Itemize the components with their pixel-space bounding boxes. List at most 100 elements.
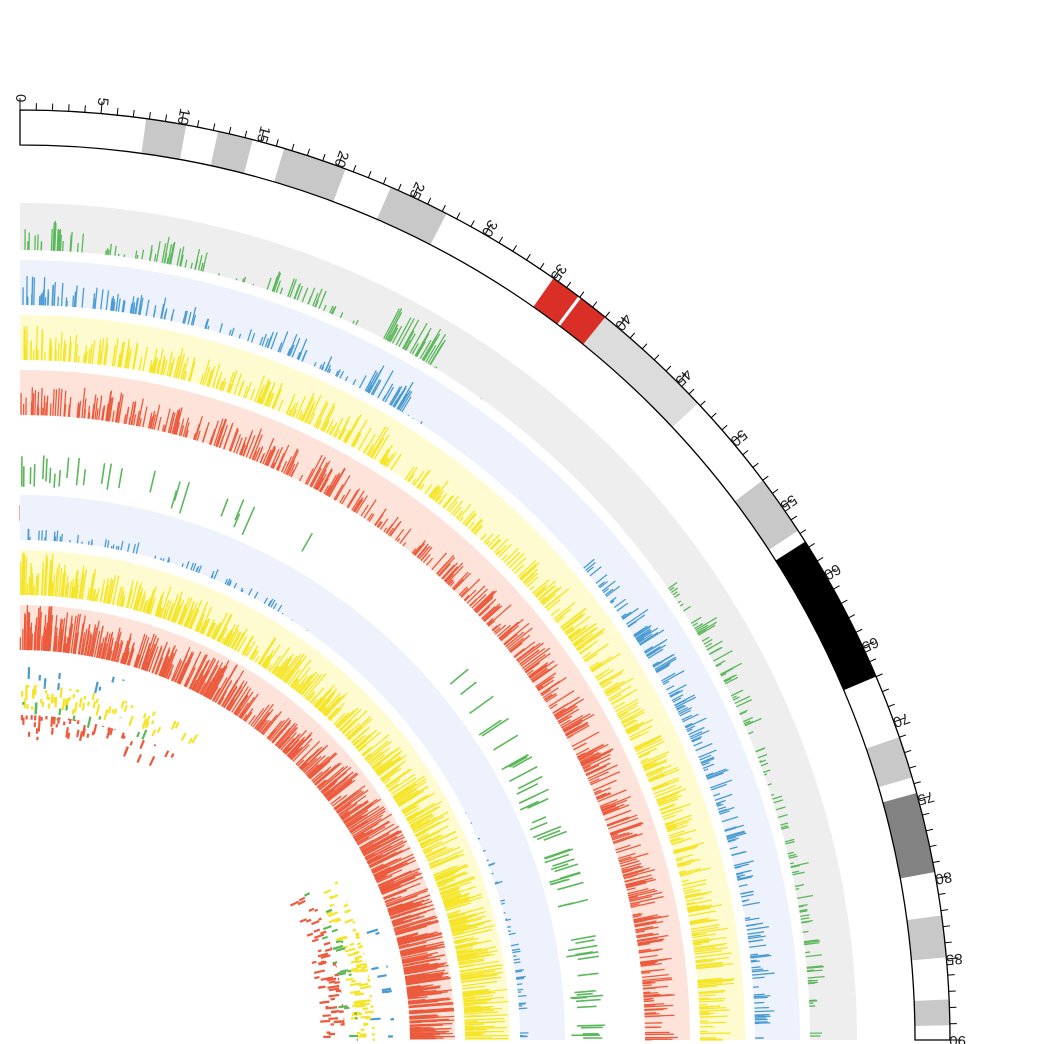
histogram-bar [118,350,123,368]
histogram-bar [684,892,701,898]
histogram-bar [464,512,476,527]
histogram-bar [120,341,126,368]
histogram-bar [115,639,123,663]
histogram-bar [585,762,611,776]
histogram-bar [152,305,157,318]
histogram-bar [562,613,586,631]
histogram-bar [409,1016,424,1019]
histogram-bar [117,546,120,550]
histogram-bar [329,707,342,721]
ideogram-band-gpos25 [274,148,346,202]
histogram-bar [309,760,331,780]
histogram-bar [524,572,539,586]
scatter-mark [120,732,125,739]
histogram-bar [415,825,436,837]
histogram-bar [40,329,44,361]
scatter-mark [103,709,109,721]
histogram-bar [52,388,55,416]
histogram-bar [382,458,388,466]
histogram-bar [800,914,810,917]
histogram-bar [396,792,414,805]
histogram-bar [584,653,598,663]
histogram-bar [227,383,232,393]
histogram-bar [646,770,663,778]
histogram-bar [486,617,494,625]
histogram-bar [700,757,715,765]
minor-tick [164,114,168,122]
histogram-bar [499,630,513,641]
major-tick [893,717,906,723]
histogram-bar [451,571,469,590]
histogram-bar [781,826,790,830]
histogram-bar [270,461,275,468]
histogram-bar [160,358,166,376]
histogram-bar [315,402,329,429]
histogram-bar [693,943,702,947]
scatter-mark [332,944,344,950]
scatter-mark [34,702,38,714]
histogram-bar [277,464,282,471]
segment-mark [576,1005,597,1009]
histogram-bar [429,854,460,868]
histogram-bar [638,948,651,952]
scatter-mark [43,678,47,689]
histogram-bar [100,648,105,659]
histogram-bar [487,534,500,548]
histogram-bar [541,586,563,605]
histogram-bar [302,673,323,698]
histogram-bar [487,620,496,627]
histogram-bar [460,971,502,979]
histogram-bar [329,305,334,314]
scatter-mark [145,715,151,725]
histogram-bar [382,882,421,899]
histogram-bar [622,867,650,876]
major-tick [617,318,626,328]
histogram-bar [105,577,113,604]
segment-mark [58,469,62,487]
histogram-bar [449,916,473,924]
minor-tick [212,123,216,131]
histogram-bar [250,332,256,343]
histogram-bar [353,734,367,747]
histogram-bar [417,483,422,489]
histogram-bar [208,666,228,700]
scatter-mark [122,735,126,740]
histogram-bar [448,501,458,513]
histogram-bar [692,936,727,943]
histogram-bar [715,663,722,668]
histogram-bar [286,460,295,476]
histogram-bar [189,609,200,630]
scatter-mark [328,993,340,998]
histogram-bar [276,444,290,471]
histogram-bar [245,641,256,657]
histogram-bar [672,591,678,596]
histogram-bar [508,637,524,651]
histogram-bar [323,485,330,495]
histogram-bar [276,665,285,677]
segment-mark [567,944,598,952]
histogram-bar [741,899,750,902]
histogram-bar [133,598,138,611]
histogram-bar [454,940,464,944]
histogram-bar [287,334,298,357]
histogram-bar [59,234,62,252]
histogram-bar [452,931,465,936]
tick-label: 55 [777,491,800,514]
histogram-bar [440,890,450,895]
scatter-mark [352,1004,361,1008]
histogram-bar [443,898,460,905]
ideogram-band-gneg [768,530,806,561]
track-background [20,260,800,1040]
scatter-mark [313,969,326,974]
ideogram-band-gpos25 [734,480,799,550]
scatter-mark [332,961,338,965]
histogram-bar [261,714,278,735]
scatter-mark [332,962,337,966]
histogram-bar [168,362,173,377]
histogram-bar [112,544,115,549]
histogram-bar [425,344,437,363]
histogram-bar [124,339,130,369]
minor-tick [579,291,585,298]
histogram-bar [243,708,254,722]
